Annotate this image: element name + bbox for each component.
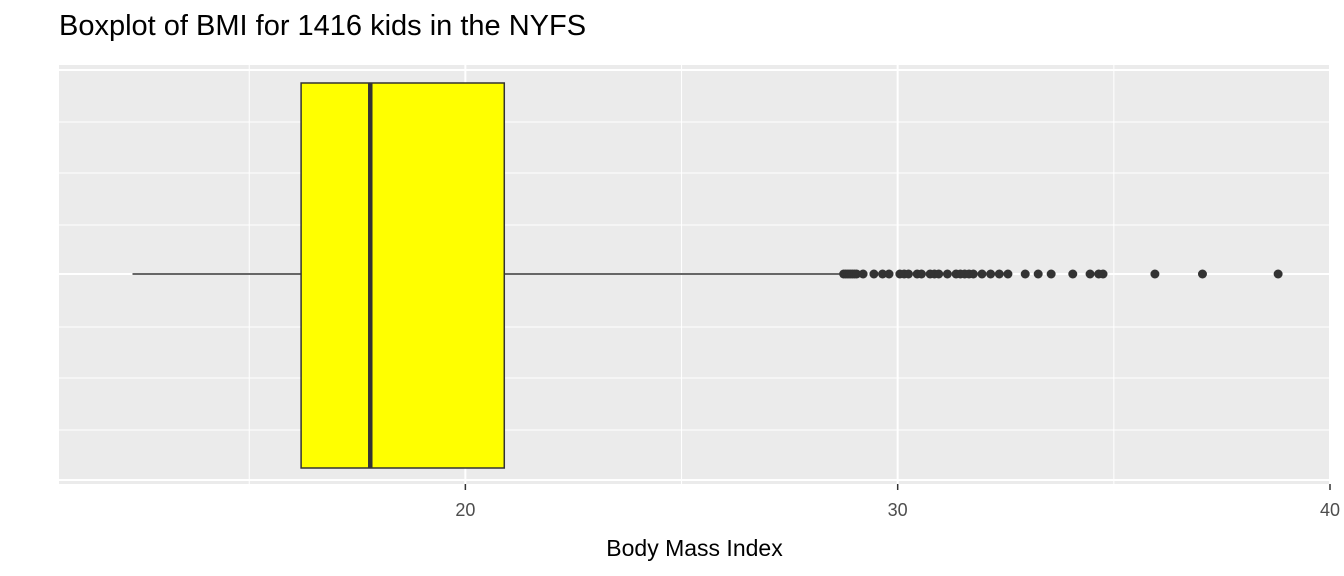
outlier-point bbox=[994, 269, 1004, 279]
outlier-point bbox=[1033, 269, 1043, 279]
x-tick-label: 30 bbox=[888, 500, 908, 520]
x-tick-label: 20 bbox=[455, 500, 475, 520]
outlier-point bbox=[986, 269, 996, 279]
outlier-point bbox=[869, 269, 879, 279]
outlier-point bbox=[1150, 269, 1160, 279]
x-axis-ticks bbox=[464, 484, 1331, 490]
minor-gridlines bbox=[59, 65, 1330, 484]
outlier-point bbox=[1020, 269, 1030, 279]
outlier-point bbox=[942, 269, 952, 279]
outlier-point bbox=[1273, 269, 1283, 279]
outlier-point bbox=[1068, 269, 1078, 279]
outlier-point bbox=[884, 269, 894, 279]
x-axis-title: Body Mass Index bbox=[606, 535, 783, 561]
outlier-point bbox=[903, 269, 913, 279]
outlier-point bbox=[1003, 269, 1013, 279]
outlier-point bbox=[934, 269, 944, 279]
outlier-point bbox=[852, 269, 862, 279]
outlier-point bbox=[977, 269, 987, 279]
box-iqr bbox=[300, 82, 506, 469]
x-axis-tick-labels: 20 30 40 bbox=[455, 500, 1340, 520]
chart-title: Boxplot of BMI for 1416 kids in the NYFS bbox=[59, 10, 587, 42]
outlier-point bbox=[1046, 269, 1056, 279]
x-tick-label: 40 bbox=[1320, 500, 1340, 520]
outlier-point bbox=[878, 269, 888, 279]
outlier-point bbox=[1085, 269, 1095, 279]
outlier-point bbox=[968, 269, 978, 279]
outlier-points bbox=[839, 269, 1283, 279]
outlier-point bbox=[916, 269, 926, 279]
outlier-point bbox=[1098, 269, 1108, 279]
outlier-point bbox=[858, 269, 868, 279]
outlier-point bbox=[1197, 269, 1207, 279]
